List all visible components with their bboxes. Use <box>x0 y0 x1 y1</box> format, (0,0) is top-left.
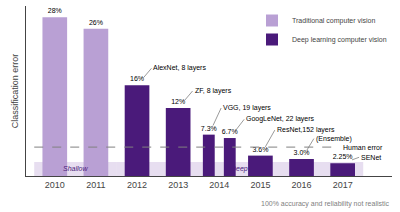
svg-text:2017: 2017 <box>333 180 353 190</box>
svg-text:GoogLeNet, 22 layers: GoogLeNet, 22 layers <box>246 115 315 123</box>
svg-text:3.6%: 3.6% <box>252 146 268 153</box>
svg-text:2014: 2014 <box>209 180 229 190</box>
svg-text:Deep: Deep <box>231 165 248 173</box>
svg-text:26%: 26% <box>89 19 103 26</box>
svg-text:SENet: SENet <box>361 154 381 161</box>
svg-text:ResNet,152 layers: ResNet,152 layers <box>277 126 335 134</box>
svg-text:Human error: Human error <box>343 144 383 151</box>
svg-text:VGG, 19 layers: VGG, 19 layers <box>223 104 271 112</box>
svg-text:(Ensemble): (Ensemble) <box>316 135 352 143</box>
svg-text:2016: 2016 <box>292 180 312 190</box>
svg-text:Traditional computer vision: Traditional computer vision <box>292 17 375 25</box>
svg-text:AlexNet, 8 layers: AlexNet, 8 layers <box>153 64 206 72</box>
svg-text:2010: 2010 <box>45 180 65 190</box>
svg-text:Classification error: Classification error <box>10 54 20 129</box>
svg-text:2012: 2012 <box>127 180 147 190</box>
svg-text:16%: 16% <box>130 75 144 82</box>
svg-text:28%: 28% <box>48 7 62 14</box>
svg-text:ZF, 8 layers: ZF, 8 layers <box>195 87 232 95</box>
svg-text:2015: 2015 <box>250 180 270 190</box>
svg-text:2.25%: 2.25% <box>333 153 353 160</box>
svg-text:2013: 2013 <box>168 180 188 190</box>
svg-text:2011: 2011 <box>86 180 105 190</box>
svg-text:7.3%: 7.3% <box>201 125 217 132</box>
svg-text:100% accuracy and reliability: 100% accuracy and reliability not realis… <box>261 200 390 208</box>
svg-text:Deep learning computer vision: Deep learning computer vision <box>292 36 387 44</box>
svg-text:3.0%: 3.0% <box>294 149 310 156</box>
svg-text:12%: 12% <box>171 98 185 105</box>
svg-text:Shallow: Shallow <box>63 165 88 172</box>
svg-text:6.7%: 6.7% <box>222 128 238 135</box>
